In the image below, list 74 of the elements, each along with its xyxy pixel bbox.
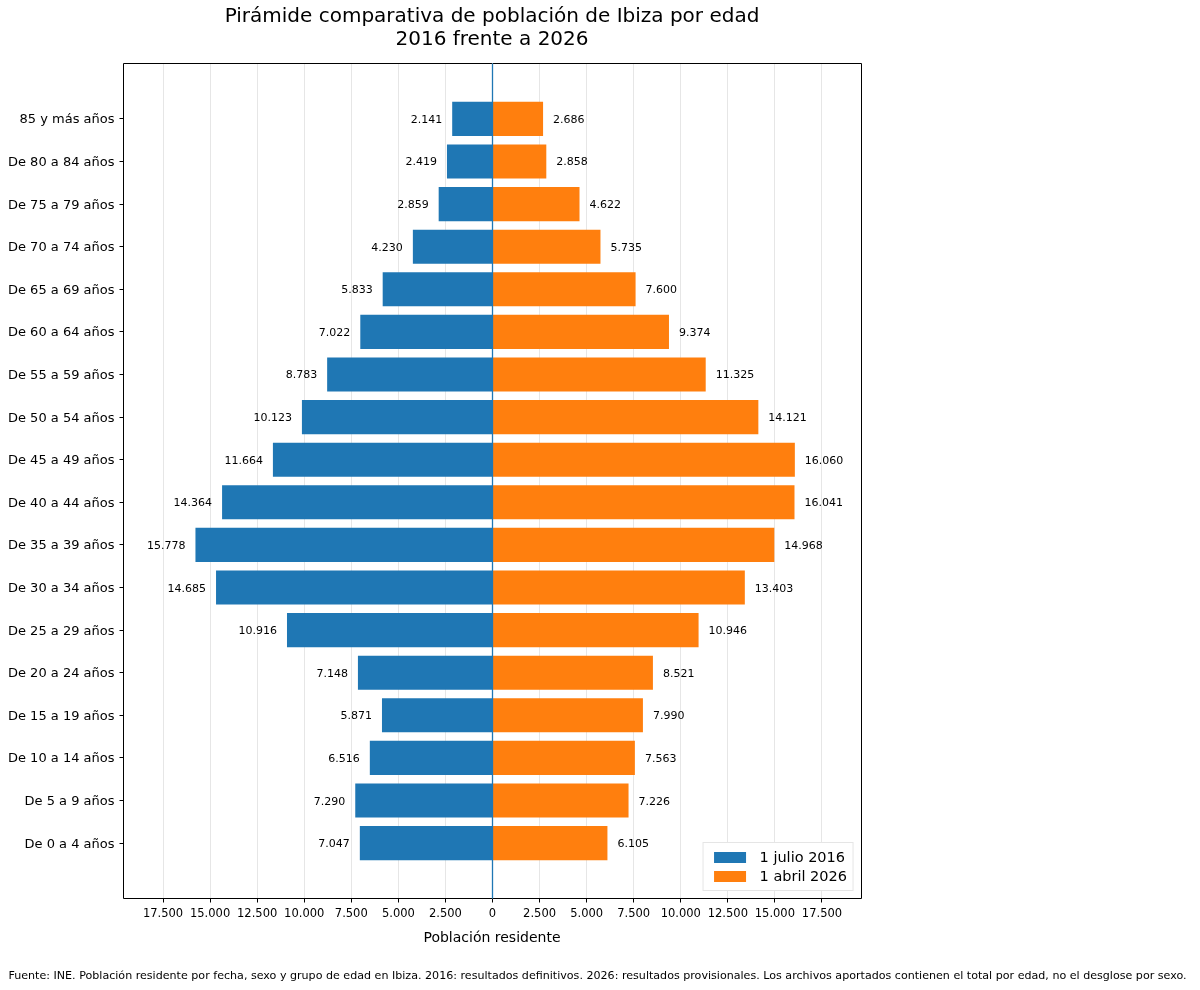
data-label: 8.521 [662,666,695,680]
data-label: 2.859 [397,198,429,212]
x-tick-label: 0 [488,905,497,920]
x-tick-label: 2.500 [428,905,462,920]
y-tick-label: De 40 a 44 años [7,494,115,510]
x-tick-label: 5.000 [570,905,604,920]
data-label: 14.685 [167,581,207,595]
x-tick-label: 12.500 [237,905,278,920]
x-tick-label: 2.500 [523,905,557,920]
x-tick-label: 10.000 [284,905,325,920]
x-axis-title: Población residente [423,928,561,946]
data-label: 10.946 [708,624,748,638]
legend-label: 1 abril 2026 [759,868,847,884]
data-label: 6.105 [617,837,649,851]
data-label: 6.516 [328,751,360,765]
y-tick-label: De 25 a 29 años [7,622,115,638]
y-tick-label: De 70 a 74 años [7,239,115,255]
y-tick-label: De 20 a 24 años [7,665,115,681]
data-label: 2.686 [553,112,585,126]
x-tick-label: 15.000 [754,905,796,920]
data-label: 7.990 [652,709,685,723]
data-label: 10.123 [253,411,292,425]
data-label: 9.374 [678,325,711,339]
data-label: 16.060 [804,453,844,467]
data-label: 13.403 [754,581,794,595]
y-tick-label: De 10 a 14 años [7,750,115,766]
data-label: 14.364 [173,496,213,510]
data-label: 2.858 [556,155,588,169]
x-tick-label: 17.500 [142,905,184,920]
data-label: 5.871 [340,709,372,723]
y-tick-label: De 60 a 64 años [7,324,115,340]
x-tick-label: 5.000 [381,905,415,920]
source-note: Fuente: INE. Población residente por fecha, sexo y grupo de edad en Ibiza. 2016: resultados definitivos. 2026: resultados provisionales. Los archivos aportados contienen el total por edad, no el desglose por sexo. [8,968,1187,984]
x-tick-label: 10.000 [660,905,701,920]
y-tick-label: De 35 a 39 años [7,537,115,553]
y-tick-label: De 45 a 49 años [7,452,115,468]
legend-label: 1 julio 2016 [759,849,846,865]
data-label: 7.563 [644,751,677,765]
data-label: 10.916 [238,624,277,638]
x-tick-label: 15.000 [189,905,231,920]
x-tick-label: 7.500 [617,905,651,920]
data-label: 4.230 [371,240,403,254]
y-tick-label: De 65 a 69 años [7,281,115,297]
data-label: 7.022 [318,325,351,339]
data-label: 2.141 [410,112,443,126]
data-label: 7.600 [645,283,678,297]
data-label: 2.419 [405,155,437,169]
chart-title: Pirámide comparativa de población de Ibiza por edad 2016 frente a 2026 [224,3,760,50]
data-label: 16.041 [804,496,843,510]
data-label: 7.290 [313,794,346,808]
y-tick-label: De 30 a 34 años [7,580,115,596]
data-label: 14.121 [768,411,807,425]
x-tick-label: 7.500 [334,905,368,920]
y-tick-label: De 55 a 59 años [7,366,115,382]
data-label: 8.783 [285,368,318,382]
data-label: 15.778 [146,538,186,552]
data-label: 14.968 [784,538,823,552]
y-tick-label: De 50 a 54 años [7,409,115,425]
y-tick-label: De 80 a 84 años [7,153,115,169]
y-tick-label: De 0 a 4 años [24,835,115,851]
x-tick-label: 17.500 [801,905,843,920]
data-label: 7.148 [316,666,348,680]
data-label: 5.735 [610,240,642,254]
y-tick-label: De 75 a 79 años [7,196,115,212]
data-label: 5.833 [341,283,373,297]
data-label: 11.325 [715,368,755,382]
x-tick-label: 12.500 [707,905,748,920]
data-label: 4.622 [589,198,622,212]
y-tick-label: De 15 a 19 años [7,707,115,723]
data-label: 7.226 [638,794,671,808]
y-tick-label: De 5 a 9 años [24,793,115,809]
data-label: 7.047 [318,837,350,851]
data-label: 11.664 [224,453,263,467]
y-tick-label: 85 y más años [19,111,115,127]
